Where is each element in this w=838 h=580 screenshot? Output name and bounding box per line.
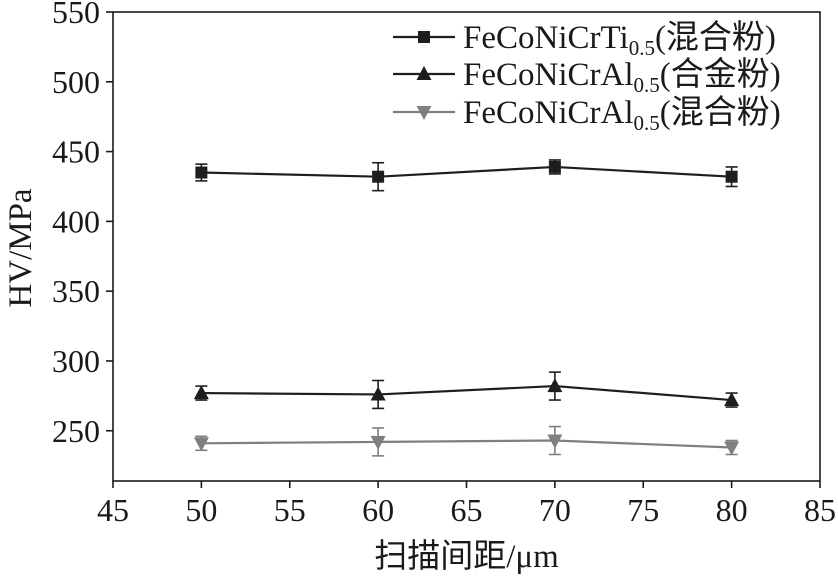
y-tick-label: 250 — [52, 413, 100, 449]
series-line — [201, 165, 732, 178]
axes: 45 50 55 60 65 70 75 80 85 250 300 350 400 450 500 550 — [52, 0, 836, 528]
legend-swatch-marker — [416, 66, 432, 80]
x-tick-label: 70 — [539, 492, 571, 528]
series-line — [201, 439, 732, 449]
legend-swatch-marker — [418, 31, 430, 43]
data-point-marker — [372, 170, 385, 183]
x-tick-label: 75 — [627, 492, 659, 528]
y-tick-label: 450 — [52, 134, 100, 170]
x-tick-label: 60 — [362, 492, 394, 528]
legend-label-base: FeCoNiCrAl — [463, 57, 634, 93]
legend-label-2: FeCoNiCrAl0.5(合金粉) — [463, 56, 781, 97]
legend-label-1: FeCoNiCrTi0.5(混合粉) — [463, 19, 776, 60]
y-axis-title: HV/MPa — [3, 188, 39, 308]
x-tick-label: 80 — [716, 492, 748, 528]
legend-label-suffix: (混合粉) — [655, 19, 776, 56]
x-tick-label: 65 — [451, 492, 483, 528]
legend-swatch-marker — [416, 106, 432, 120]
data-point-marker — [725, 170, 738, 183]
legend-label-subscript: 0.5 — [634, 73, 660, 97]
y-tick-label: 550 — [52, 0, 100, 30]
y-tick-label: 400 — [52, 203, 100, 239]
legend-label-subscript: 0.5 — [634, 111, 660, 135]
data-point-marker — [724, 441, 740, 456]
legend-label-suffix: (混合粉) — [660, 94, 781, 131]
legend-label-3: FeCoNiCrAl0.5(混合粉) — [463, 94, 781, 135]
data-point-marker — [547, 434, 563, 449]
y-tick-label: 350 — [52, 273, 100, 309]
data-point-marker — [193, 437, 209, 452]
x-axis-title: 扫描间距/μm — [374, 538, 559, 575]
y-tick-label: 300 — [52, 343, 100, 379]
series-1 — [195, 159, 738, 192]
data-point-marker — [193, 385, 209, 400]
x-tick-label: 50 — [185, 492, 217, 528]
data-point-marker — [548, 160, 561, 173]
legend-label-suffix: (合金粉) — [660, 56, 781, 93]
plot-area — [193, 159, 740, 457]
data-point-marker — [370, 386, 386, 401]
series-3 — [193, 425, 740, 457]
data-point-marker — [724, 392, 740, 407]
series-line — [201, 384, 732, 402]
x-tick-label: 55 — [274, 492, 306, 528]
y-tick-label: 500 — [52, 64, 100, 100]
legend-label-base: FeCoNiCrTi — [463, 20, 629, 56]
data-point-marker — [195, 166, 208, 179]
legend-label-subscript: 0.5 — [629, 36, 655, 60]
x-tick-label: 85 — [804, 492, 836, 528]
data-point-marker — [370, 435, 386, 450]
legend-swatches — [393, 31, 455, 120]
x-tick-label: 45 — [97, 492, 129, 528]
series-2 — [193, 371, 740, 410]
data-point-marker — [547, 378, 563, 393]
legend-label-base: FeCoNiCrAl — [463, 95, 634, 131]
legend: FeCoNiCrTi0.5(混合粉) FeCoNiCrAl0.5(合金粉) Fe… — [393, 19, 781, 135]
